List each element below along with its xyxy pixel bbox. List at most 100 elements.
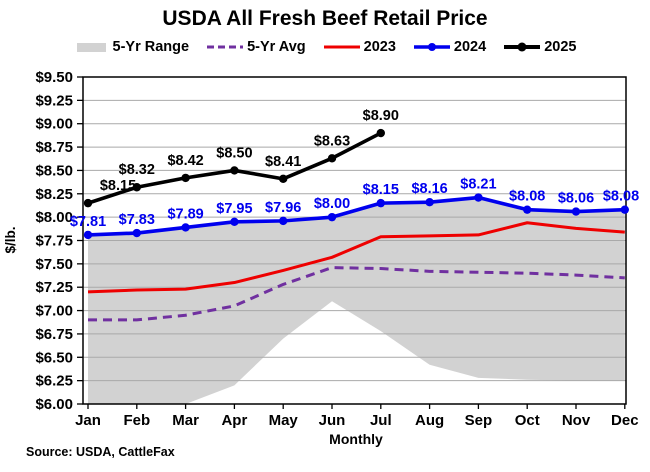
- marker-2024: [83, 230, 93, 240]
- data-label-2025: $8.50: [216, 145, 252, 161]
- data-label-2025: $8.15: [100, 178, 136, 194]
- marker-2025: [327, 154, 337, 163]
- band-5yr-range: [88, 197, 625, 404]
- axis-titles: $/lb. Monthly: [3, 226, 383, 447]
- x-tick-label: Jun: [319, 412, 346, 429]
- data-label-2025: $8.41: [265, 154, 301, 170]
- plot-border: [82, 76, 627, 405]
- line-5-Yr Avg: [88, 266, 625, 322]
- y-tick-label: $7.00: [35, 303, 73, 320]
- marker-2024: [474, 193, 483, 202]
- source-note: Source: USDA, CattleFax: [26, 445, 175, 459]
- y-tick-label: $7.25: [35, 279, 73, 296]
- y-tick-label: $8.50: [35, 162, 73, 179]
- y-tick-label: $8.00: [35, 209, 73, 226]
- line-2024: [87, 195, 625, 237]
- marker-2024: [523, 205, 532, 214]
- data-label-2024: $8.06: [558, 191, 594, 207]
- y-tick-label: $8.25: [35, 186, 73, 203]
- dashed-line-swatch-icon: [207, 45, 244, 49]
- x-axis-labels: Jan Feb Mar Apr May Jun Jul Aug Sep Oct Nov Dec: [75, 404, 639, 429]
- marker-2025: [230, 166, 239, 175]
- x-tick-label: Apr: [221, 412, 247, 429]
- y-tick-label: $9.50: [35, 69, 73, 86]
- y-tick-label: $6.25: [35, 373, 73, 390]
- x-tick-label: Nov: [562, 412, 591, 429]
- marker-2024: [571, 207, 581, 216]
- data-label-2024: $7.96: [265, 200, 301, 216]
- data-label-2025: $8.63: [314, 133, 350, 149]
- data-label-2025: $8.42: [167, 153, 203, 169]
- x-tick-label: Sep: [465, 412, 493, 429]
- data-label-2024: $7.89: [167, 206, 203, 222]
- marker-2025: [279, 174, 288, 184]
- data-label-2024: $8.08: [603, 189, 639, 205]
- y-tick-label: $6.50: [35, 349, 73, 366]
- data-label-2025: $8.32: [119, 162, 155, 178]
- red-line-swatch-icon: [323, 45, 360, 49]
- data-label-2024: $7.95: [216, 201, 252, 217]
- x-axis-title: Monthly: [329, 431, 383, 447]
- series-2024: $7.81 $7.83 $7.89 $7.95 $7.96 $8.00 $8.15 $8.16…: [70, 177, 639, 240]
- legend-item-5yr-range: 5-Yr Range: [74, 39, 190, 55]
- legend-label-2025: 2025: [544, 39, 577, 55]
- marker-2025: [376, 128, 385, 138]
- y-axis-labels: $9.50 $9.25 $9.00 $8.75 $8.50 $8.25 $8.00 $7.75…: [35, 69, 83, 413]
- legend-label-2023: 2023: [363, 39, 396, 55]
- line-2023: [87, 221, 625, 294]
- marker-2024: [132, 228, 141, 238]
- x-tick-label: Dec: [611, 412, 639, 429]
- data-label-2025: $8.90: [363, 108, 399, 124]
- legend-item-5yr-avg: 5-Yr Avg: [206, 39, 306, 55]
- y-tick-label: $6.75: [35, 326, 73, 343]
- legend-item-2025: 2025: [503, 39, 576, 55]
- marker-2024: [376, 198, 385, 208]
- y-tick-label: $6.00: [35, 396, 73, 413]
- marker-2024: [327, 212, 337, 222]
- y-tick-label: $7.50: [35, 256, 73, 273]
- range-swatch-icon: [76, 43, 106, 52]
- x-tick-label: Feb: [123, 412, 150, 429]
- gridlines: [83, 99, 626, 382]
- marker-2024: [181, 223, 190, 232]
- series-2023: [87, 221, 625, 294]
- legend-label-5yr-range: 5-Yr Range: [112, 39, 190, 55]
- data-label-2024: $8.00: [314, 196, 350, 212]
- y-tick-label: $9.25: [35, 92, 73, 109]
- data-label-2024: $7.81: [70, 214, 106, 230]
- series-2025: $8.15$8.32$8.42 $8.50$8.41$8.63$8.90: [83, 108, 399, 208]
- black-line-marker-swatch-icon: [504, 42, 541, 52]
- marker-2025: [132, 183, 141, 192]
- marker-2024: [620, 205, 629, 214]
- y-tick-label: $8.75: [35, 139, 73, 156]
- y-axis-title: $/lb.: [3, 226, 18, 253]
- legend-item-2024: 2024: [413, 39, 486, 55]
- data-label-2024: $8.08: [509, 189, 545, 205]
- marker-2025: [181, 173, 190, 183]
- data-label-2024: $7.83: [119, 212, 155, 228]
- x-tick-label: Jul: [370, 412, 392, 429]
- data-label-2024: $8.16: [411, 181, 447, 197]
- marker-2024: [425, 197, 434, 207]
- x-tick-label: Oct: [515, 412, 540, 429]
- x-tick-label: Mar: [172, 412, 199, 429]
- data-label-2024: $8.15: [363, 182, 399, 198]
- series-5-yr-avg: [88, 266, 625, 322]
- legend-item-2023: 2023: [323, 39, 396, 55]
- x-tick-label: May: [269, 412, 299, 429]
- chart-title: USDA All Fresh Beef Retail Price: [162, 7, 488, 30]
- legend-label-5yr-avg: 5-Yr Avg: [247, 39, 306, 55]
- x-tick-label: Jan: [75, 412, 101, 429]
- x-tick-label: Aug: [415, 412, 444, 429]
- y-tick-label: $7.75: [35, 233, 73, 250]
- marker-2024: [230, 217, 239, 227]
- marker-2024: [279, 216, 288, 226]
- legend-label-2024: 2024: [453, 39, 487, 55]
- data-label-2024: $8.21: [460, 177, 496, 193]
- blue-line-marker-swatch-icon: [413, 43, 450, 51]
- y-tick-label: $9.00: [35, 116, 73, 133]
- chart-legend: 5-Yr Range 5-Yr Avg 2023 2024: [0, 39, 650, 55]
- marker-2025: [83, 198, 93, 208]
